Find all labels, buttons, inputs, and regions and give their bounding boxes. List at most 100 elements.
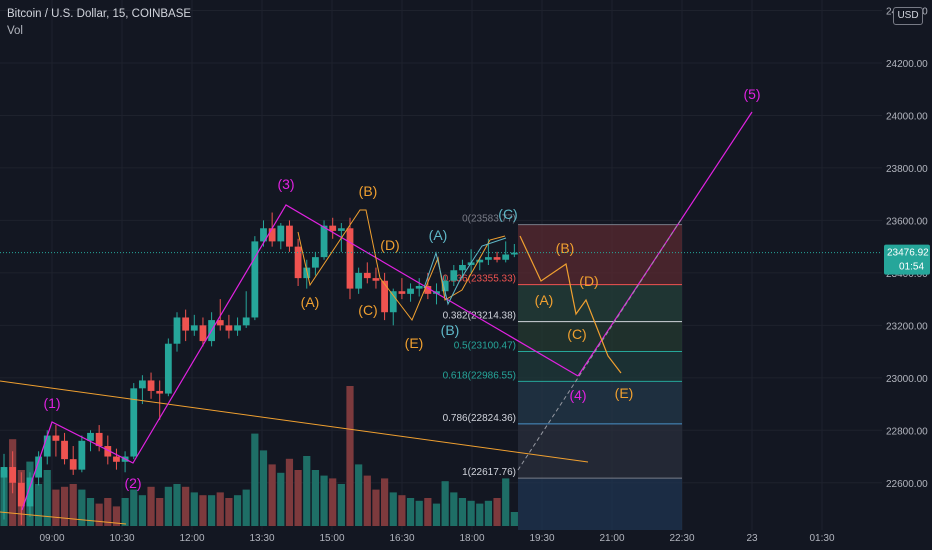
volume-bar — [372, 489, 380, 526]
volume-bar — [173, 484, 181, 526]
candle-body — [113, 456, 120, 462]
volume-bar — [182, 486, 190, 526]
wave-label: (E) — [405, 335, 424, 351]
volume-bar — [285, 458, 294, 526]
candle-body — [52, 435, 60, 441]
candle-body — [130, 388, 138, 457]
time-tick-label: 16:30 — [389, 533, 414, 544]
time-tick-label: 19:30 — [529, 533, 554, 544]
volume-bar — [225, 498, 233, 526]
volume-bar — [337, 484, 345, 526]
wave-label: (B) — [556, 240, 575, 256]
candle-body — [43, 435, 51, 457]
fib-level-label: 0.236(23355.33) — [443, 274, 516, 285]
volume-bar — [60, 486, 69, 526]
candle-body — [104, 446, 112, 457]
candle-body — [415, 285, 423, 289]
candle-body — [510, 252, 518, 255]
candle-body — [485, 257, 492, 260]
volume-indicator-label[interactable]: Vol — [7, 25, 23, 37]
volume-bar — [52, 489, 60, 526]
volume-bar — [216, 492, 224, 526]
candle-body — [459, 265, 466, 271]
impulse-wave-1-4 — [21, 204, 579, 511]
candle-body — [61, 440, 68, 460]
volume-bar — [208, 495, 216, 526]
candle-body — [69, 459, 77, 470]
candle-body — [26, 477, 34, 507]
price-tick-label: 22600.00 — [886, 479, 928, 490]
candle-body — [381, 280, 388, 313]
wave-label: (5) — [743, 86, 760, 102]
candle-body — [147, 380, 155, 391]
volume-bar — [86, 498, 95, 526]
volume-bar — [329, 478, 337, 526]
price-tick-label: 22800.00 — [886, 426, 928, 437]
volume-bars — [0, 386, 518, 526]
volume-bar — [363, 475, 371, 526]
price-tick-label: 23800.00 — [886, 164, 928, 175]
time-tick-label: 23 — [746, 533, 758, 544]
time-tick-label: 21:00 — [599, 533, 624, 544]
volume-bar — [95, 503, 103, 526]
candle-body — [294, 246, 302, 279]
candle-body — [87, 432, 94, 441]
candles — [0, 212, 518, 525]
volume-bar — [259, 450, 268, 526]
candle-body — [190, 325, 198, 331]
candle-body — [260, 228, 267, 242]
volume-bar — [199, 495, 207, 526]
wave-label: (3) — [277, 176, 294, 192]
wave-label: (A) — [301, 294, 320, 310]
bar-countdown: 01:54 — [899, 262, 924, 273]
volume-bar — [346, 386, 354, 526]
fib-level-label: 0(23583.77) — [462, 214, 516, 225]
wave-label: (2) — [124, 475, 141, 491]
fibonacci-retracement: 0(23583.77) 0.236(23355.33) 0.382(23214.38… — [443, 214, 682, 530]
candle-body — [476, 259, 484, 263]
price-tick-label: 24200.00 — [886, 59, 928, 70]
candle-body — [424, 285, 432, 294]
volume-bar — [69, 484, 77, 526]
time-tick-label: 18:00 — [459, 533, 484, 544]
wave-label: (B) — [359, 183, 378, 199]
candle-body — [502, 254, 510, 260]
wave-label: (4) — [569, 387, 586, 403]
currency-button[interactable]: USD — [893, 7, 923, 25]
candle-body — [398, 291, 406, 294]
volume-bar — [233, 495, 242, 526]
volume-bar — [294, 470, 302, 526]
wave-labels: (1) (2) (3) (4) (5) (A) (B) (C) (D) (E) (A) (B) (C) (… — [43, 86, 760, 491]
fib-zone — [518, 423, 682, 479]
candle-body — [164, 343, 172, 394]
volume-bar — [510, 512, 518, 526]
candle-body — [320, 225, 328, 258]
volume-bar — [441, 481, 449, 526]
fib-level-label: 0.786(22824.36) — [443, 413, 516, 424]
trendline-orange-upper — [0, 380, 589, 463]
volume-bar — [415, 500, 423, 526]
volume-bar — [35, 484, 43, 526]
wave-label: (C) — [358, 302, 377, 318]
candle-body — [225, 325, 233, 331]
volume-bar — [147, 486, 155, 526]
candle-body — [242, 317, 250, 326]
candle-body — [372, 278, 380, 281]
wave-label: (C) — [498, 206, 517, 222]
fib-zone — [518, 224, 682, 285]
time-tick-label: 12:00 — [179, 533, 204, 544]
time-tick-label: 10:30 — [109, 533, 134, 544]
candle-body — [9, 467, 17, 483]
volume-bar — [406, 498, 415, 526]
wave-label: (B) — [441, 322, 460, 338]
wave-label: (A) — [535, 292, 554, 308]
volume-bar — [450, 492, 458, 526]
candle-body — [182, 317, 190, 331]
time-tick-label: 13:30 — [249, 533, 274, 544]
volume-bar — [43, 470, 51, 526]
current-price-value: 23476.92 — [887, 248, 929, 259]
candle-body — [216, 320, 224, 326]
volume-bar — [104, 498, 112, 526]
